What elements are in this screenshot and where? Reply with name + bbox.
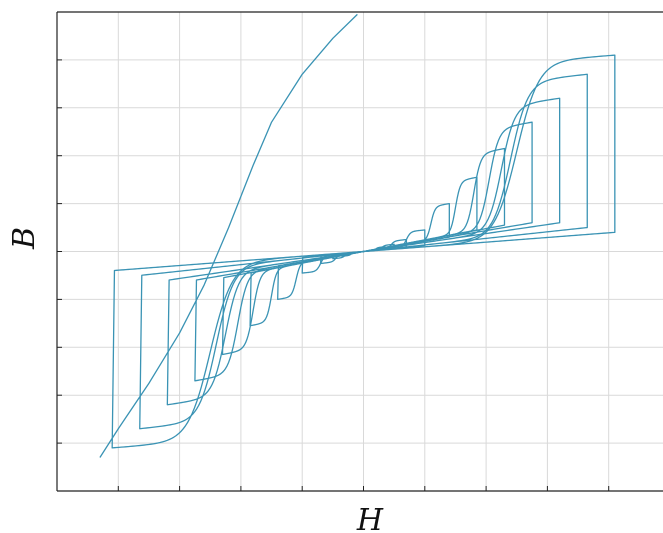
y-axis-label: B bbox=[7, 227, 42, 250]
axis-ticks bbox=[57, 59, 610, 491]
initial-magnetization-curve bbox=[99, 13, 358, 458]
hysteresis-loop bbox=[111, 54, 616, 449]
hysteresis-loop bbox=[139, 73, 588, 430]
curves bbox=[99, 13, 616, 458]
x-axis-label: H bbox=[356, 503, 384, 533]
hysteresis-loop bbox=[277, 202, 450, 301]
hysteresis-loop bbox=[166, 97, 561, 406]
hysteresis-loop bbox=[341, 246, 386, 257]
hysteresis-loop bbox=[249, 176, 478, 327]
